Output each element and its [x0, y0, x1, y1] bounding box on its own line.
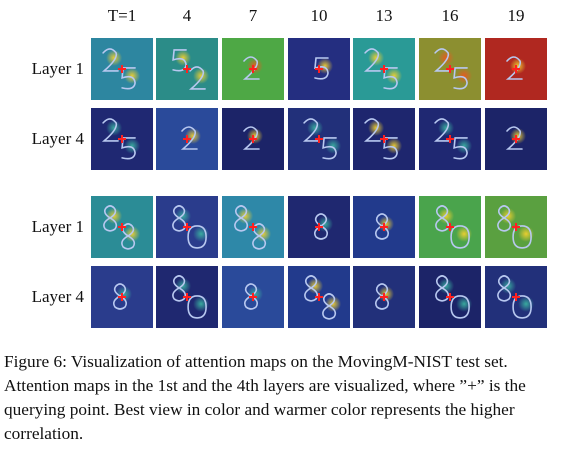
attention-map-tile	[485, 266, 547, 328]
attention-map-tile	[222, 196, 284, 258]
attention-map-tile	[156, 38, 218, 100]
attention-map-tile	[419, 196, 481, 258]
column-label: 13	[375, 6, 393, 25]
column-label: 7	[248, 6, 258, 25]
attention-map-tile	[156, 108, 218, 170]
row-label: Layer 1	[31, 59, 84, 78]
column-label: 4	[182, 6, 192, 25]
column-label: 16	[441, 6, 459, 25]
attention-map-tile	[485, 38, 547, 100]
attention-map-tile	[91, 266, 153, 328]
column-label: 19	[507, 6, 525, 25]
attention-map-tile	[419, 266, 481, 328]
attention-map-tile	[91, 38, 153, 100]
attention-map-tile	[288, 38, 350, 100]
row-label: Layer 4	[31, 129, 84, 148]
attention-map-tile	[222, 266, 284, 328]
column-label: T=1	[107, 6, 137, 25]
attention-map-tile	[156, 266, 218, 328]
attention-map-tile	[222, 38, 284, 100]
attention-map-tile	[353, 196, 415, 258]
attention-map-tile	[419, 108, 481, 170]
attention-map-tile	[288, 108, 350, 170]
attention-map-tile	[91, 108, 153, 170]
attention-map-tile	[485, 196, 547, 258]
row-label: Layer 1	[31, 217, 84, 236]
attention-map-tile	[353, 108, 415, 170]
attention-map-tile	[222, 108, 284, 170]
attention-map-tile	[485, 108, 547, 170]
attention-map-tile	[91, 196, 153, 258]
column-label: 10	[310, 6, 328, 25]
attention-map-tile	[353, 266, 415, 328]
figure-caption: Figure 6: Visualization of attention map…	[4, 352, 526, 443]
attention-map-tile	[419, 38, 481, 100]
attention-map-tile	[288, 266, 350, 328]
attention-map-tile	[156, 196, 218, 258]
row-label: Layer 4	[31, 287, 84, 306]
attention-map-tile	[288, 196, 350, 258]
attention-map-tile	[353, 38, 415, 100]
